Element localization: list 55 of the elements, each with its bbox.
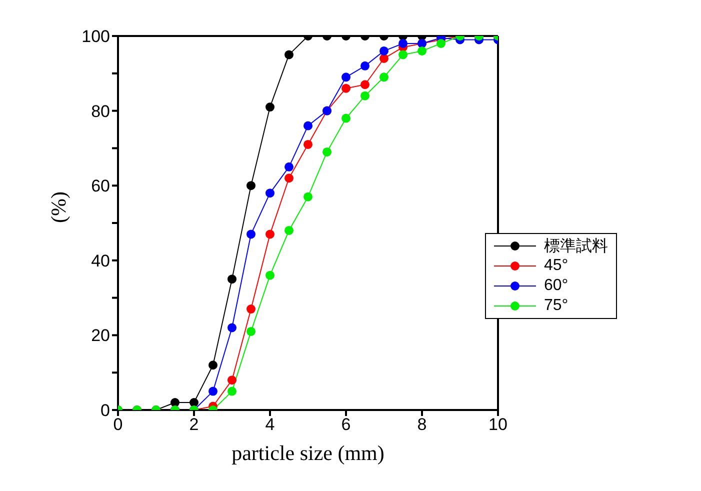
- x-tick-label: 0: [113, 415, 123, 434]
- point: [266, 230, 274, 239]
- y-tick-label: 80: [91, 102, 110, 121]
- point: [380, 54, 388, 63]
- point: [360, 61, 370, 70]
- x-tick-label: 4: [265, 415, 275, 434]
- point: [228, 323, 236, 332]
- point: [228, 274, 236, 284]
- point: [246, 181, 256, 190]
- point: [284, 226, 294, 235]
- point: [190, 398, 198, 408]
- point: [228, 386, 236, 396]
- legend-label: 75°: [544, 297, 568, 315]
- y-tick-label: 0: [100, 401, 110, 420]
- point: [284, 174, 294, 183]
- point: [304, 140, 312, 149]
- point: [170, 398, 180, 408]
- point: [342, 84, 350, 93]
- point: [246, 304, 256, 314]
- point: [246, 326, 256, 336]
- x-tick-label: 10: [488, 415, 508, 434]
- point: [418, 46, 426, 56]
- point: [304, 192, 312, 202]
- point: [284, 50, 294, 60]
- point: [208, 360, 218, 370]
- point: [436, 38, 446, 48]
- point: [304, 121, 312, 130]
- point: [266, 188, 274, 198]
- point: [266, 270, 274, 280]
- legend-label: 60°: [544, 277, 568, 295]
- y-tick-label: 20: [91, 326, 110, 346]
- point: [398, 50, 408, 60]
- x-axis-title: particle size (mm): [232, 441, 384, 465]
- point: [228, 376, 236, 385]
- point: [284, 162, 294, 172]
- y-tick-label: 100: [82, 27, 110, 46]
- point: [266, 102, 274, 112]
- x-tick-label: 8: [417, 415, 427, 434]
- y-axis-title: (%): [46, 192, 70, 223]
- x-tick-label: 6: [341, 415, 351, 434]
- point: [360, 91, 370, 100]
- point: [208, 386, 218, 396]
- legend-label: 標準試料: [544, 236, 608, 256]
- point: [380, 72, 388, 82]
- legend-label: 45°: [544, 257, 568, 275]
- point: [398, 38, 408, 48]
- point: [246, 230, 256, 239]
- point: [380, 46, 388, 56]
- point: [342, 114, 350, 123]
- point: [360, 80, 370, 90]
- point: [322, 147, 332, 156]
- x-tick-label: 2: [189, 415, 199, 434]
- y-tick-label: 60: [91, 176, 110, 196]
- y-tick-label: 40: [91, 251, 110, 270]
- point: [342, 72, 350, 82]
